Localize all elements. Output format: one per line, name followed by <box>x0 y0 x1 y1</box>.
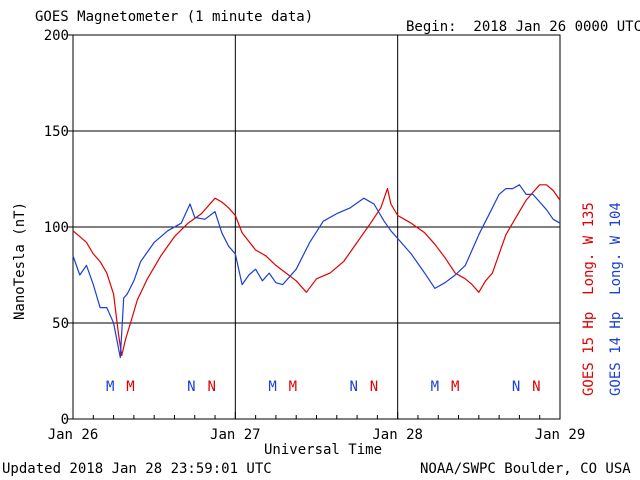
y-tick-label: 100 <box>44 220 69 236</box>
plot-grid <box>68 34 561 420</box>
y-axis-label: NanoTesla (nT) <box>12 201 28 320</box>
x-tick-label: Jan 27 <box>210 427 261 443</box>
x-tick-label: Jan 26 <box>48 427 99 443</box>
plot-series <box>72 184 561 359</box>
y-tick-label: 50 <box>52 316 69 332</box>
local-noon-marker: N <box>349 379 357 395</box>
updated-timestamp: Updated 2018 Jan 28 23:59:01 UTC <box>2 461 272 477</box>
y-tick-label: 200 <box>44 28 69 44</box>
local-midnight-marker: M <box>431 379 439 395</box>
series-goes14-line <box>72 184 561 359</box>
series-goes15-line <box>72 184 561 357</box>
local-noon-marker: N <box>532 379 540 395</box>
local-noon-marker: N <box>187 379 195 395</box>
y-tick-label: 150 <box>44 124 69 140</box>
begin-time: Begin: 2018 Jan 26 0000 UTC <box>406 19 640 35</box>
local-noon-marker: N <box>370 379 378 395</box>
local-noon-marker: N <box>207 379 215 395</box>
legend-goes14: GOES 14 Hp Long. W 104 <box>608 202 624 396</box>
local-midnight-marker: M <box>451 379 459 395</box>
local-noon-marker: N <box>512 379 520 395</box>
plot-ticks: 0 50 100 150 200 Jan 26 Jan 27 Jan 28 Jan 29 <box>44 28 586 443</box>
y-tick-label: 0 <box>61 412 69 428</box>
chart-title: GOES Magnetometer (1 minute data) <box>35 9 314 25</box>
x-tick-label: Jan 28 <box>372 427 423 443</box>
legend-goes15: GOES 15 Hp Long. W 135 <box>581 202 597 396</box>
local-midnight-marker: M <box>106 379 114 395</box>
local-midnight-marker: M <box>289 379 297 395</box>
x-axis-label: Universal Time <box>264 442 383 458</box>
local-midnight-marker: M <box>126 379 134 395</box>
local-midnight-marker: M <box>268 379 276 395</box>
data-source: NOAA/SWPC Boulder, CO USA <box>420 461 631 477</box>
x-tick-label: Jan 29 <box>535 427 586 443</box>
